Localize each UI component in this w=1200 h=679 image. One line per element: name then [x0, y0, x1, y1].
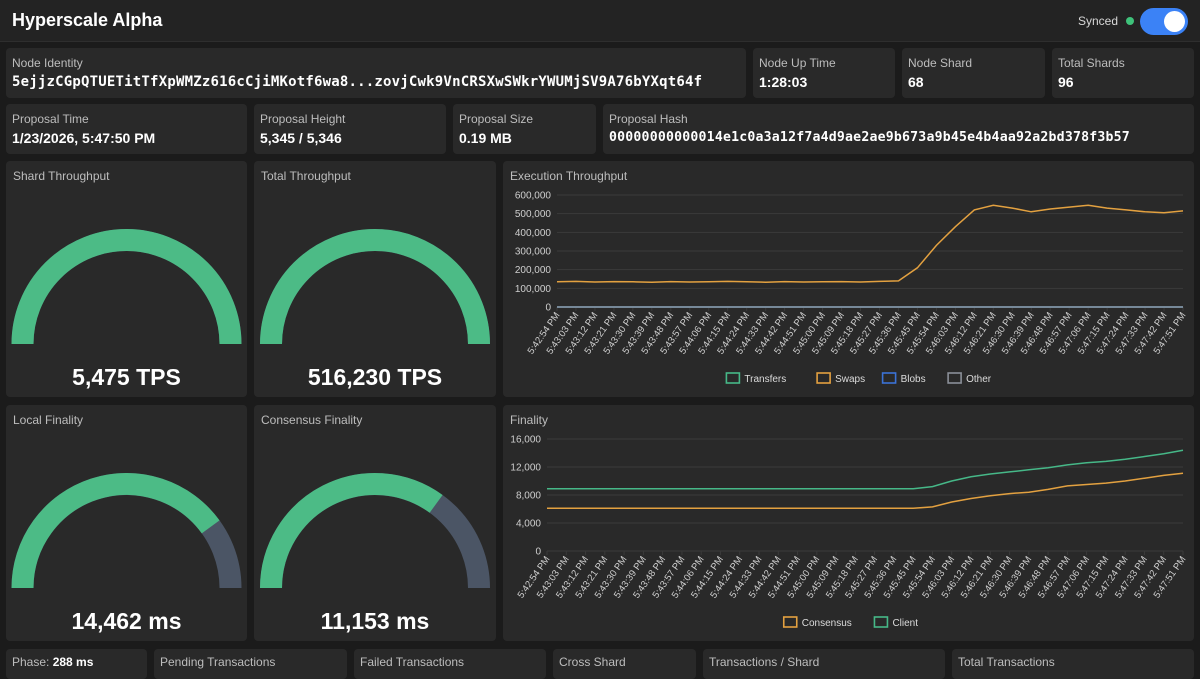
local-finality-gauge — [11, 473, 242, 589]
node-identity-value: 5ejjzCGpQTUETitTfXpWMZz616cCjiMKotf6wa8.… — [12, 74, 703, 90]
legend-label: Transfers — [744, 374, 786, 385]
y-tick-label: 200,000 — [515, 265, 552, 276]
node-shard-value: 68 — [908, 74, 924, 90]
y-tick-label: 0 — [545, 303, 551, 314]
toggle-knob — [1164, 11, 1185, 32]
shard-throughput-value: 5,475 TPS — [72, 364, 181, 390]
y-tick-label: 400,000 — [515, 228, 552, 239]
legend-label: Other — [966, 374, 992, 385]
legend-swatch — [947, 372, 962, 384]
node-identity-card: Node Identity 5ejjzCGpQTUETitTfXpWMZz616… — [6, 48, 746, 98]
total-throughput-panel: Total Throughput 516,230 TPS — [254, 161, 496, 397]
proposal-time-card: Proposal Time 1/23/2026, 5:47:50 PM — [6, 104, 247, 154]
legend-swatch — [725, 372, 741, 384]
proposal-height-label: Proposal Height — [260, 112, 346, 126]
cross-shard-label: Cross Shard — [559, 655, 626, 669]
y-tick-label: 500,000 — [515, 209, 552, 220]
proposal-hash-value: 00000000000014e1c0a3a12f7a4d9ae2ae9b673a… — [609, 130, 1130, 145]
proposal-hash-card: Proposal Hash 00000000000014e1c0a3a12f7a… — [603, 104, 1194, 154]
gauge-fill — [11, 229, 242, 345]
legend-swatch — [782, 616, 798, 628]
y-tick-label: 4,000 — [516, 519, 541, 530]
y-tick-label: 12,000 — [510, 463, 541, 474]
legend-label: Swaps — [835, 374, 865, 385]
proposal-time-label: Proposal Time — [12, 112, 89, 126]
local-finality-panel: Local Finality 14,462 ms — [6, 405, 247, 641]
phase-card: Phase: 288 ms — [6, 649, 147, 679]
legend-label: Blobs — [901, 374, 926, 385]
proposal-time-value: 1/23/2026, 5:47:50 PM — [12, 130, 156, 146]
legend-label: Consensus — [802, 618, 852, 629]
legend-swatch — [816, 372, 831, 384]
total-throughput-value: 516,230 TPS — [307, 364, 443, 390]
pending-transactions-card: Pending Transactions — [154, 649, 347, 679]
consensus-finality-panel: Consensus Finality 11,153 ms — [254, 405, 496, 641]
sync-toggle[interactable] — [1140, 8, 1188, 35]
transactions-per-shard-label: Transactions / Shard — [709, 655, 820, 669]
total-shards-value: 96 — [1058, 74, 1074, 90]
shard-throughput-title: Shard Throughput — [13, 169, 110, 183]
legend-label: Client — [892, 618, 918, 629]
app-title: Hyperscale Alpha — [12, 10, 163, 30]
finality-title: Finality — [510, 413, 549, 427]
total-throughput-title: Total Throughput — [261, 169, 351, 183]
proposal-size-card: Proposal Size 0.19 MB — [453, 104, 596, 154]
shard-throughput-gauge — [11, 229, 242, 345]
node-shard-label: Node Shard — [908, 56, 973, 70]
gauge-fill — [260, 229, 490, 345]
y-tick-label: 8,000 — [516, 491, 541, 502]
y-tick-label: 100,000 — [515, 284, 552, 295]
node-identity-label: Node Identity — [12, 56, 83, 70]
local-finality-value: 14,462 ms — [71, 608, 182, 634]
transactions-per-shard-card: Transactions / Shard — [703, 649, 945, 679]
consensus-finality-title: Consensus Finality — [261, 413, 363, 427]
phase-label-text: Phase: — [12, 655, 50, 669]
proposal-size-value: 0.19 MB — [459, 130, 512, 146]
node-uptime-label: Node Up Time — [759, 56, 836, 70]
consensus-finality-value: 11,153 ms — [320, 608, 430, 634]
total-shards-label: Total Shards — [1058, 56, 1125, 70]
series-line-swaps — [556, 204, 1184, 283]
execution-throughput-chart: 0 100,000 200,000 300,000 400,000 500,000 600,… — [515, 191, 1189, 386]
total-transactions-card: Total Transactions — [952, 649, 1194, 679]
finality-panel: Finality 0 4,000 8,000 12,000 16,000 5:42:54 … — [503, 405, 1194, 641]
proposal-height-card: Proposal Height 5,345 / 5,346 — [254, 104, 446, 154]
consensus-finality-gauge — [260, 473, 490, 589]
local-finality-title: Local Finality — [13, 413, 84, 427]
total-throughput-gauge — [260, 229, 490, 345]
proposal-height-value: 5,345 / 5,346 — [260, 130, 342, 146]
y-tick-label: 0 — [535, 547, 541, 558]
y-tick-label: 300,000 — [515, 247, 552, 258]
total-shards-card: Total Shards 96 — [1052, 48, 1194, 98]
proposal-size-label: Proposal Size — [459, 112, 534, 126]
failed-transactions-label: Failed Transactions — [360, 655, 465, 669]
phase-value: 288 ms — [52, 655, 94, 669]
legend-swatch — [873, 616, 889, 628]
series-line-client — [547, 449, 1184, 490]
total-transactions-label: Total Transactions — [958, 655, 1055, 669]
node-shard-card: Node Shard 68 — [902, 48, 1045, 98]
execution-throughput-panel: Execution Throughput 0 100,000 200,000 300,… — [503, 161, 1194, 397]
gauge-fill — [11, 473, 220, 589]
series-line-consensus — [547, 472, 1184, 510]
legend-swatch — [881, 372, 897, 384]
failed-transactions-card: Failed Transactions — [354, 649, 546, 679]
cross-shard-card: Cross Shard — [553, 649, 696, 679]
shard-throughput-panel: Shard Throughput 5,475 TPS — [6, 161, 247, 397]
sync-status-label: Synced — [1077, 14, 1118, 28]
sync-status-dot — [1126, 17, 1134, 25]
y-tick-label: 16,000 — [510, 435, 541, 446]
node-uptime-value: 1:28:03 — [759, 74, 808, 90]
app-header: Hyperscale Alpha Synced — [0, 0, 1200, 42]
node-uptime-card: Node Up Time 1:28:03 — [753, 48, 895, 98]
pending-transactions-label: Pending Transactions — [160, 655, 276, 669]
proposal-hash-label: Proposal Hash — [609, 112, 688, 126]
y-tick-label: 600,000 — [515, 191, 552, 202]
gauge-fill — [260, 473, 443, 589]
execution-throughput-title: Execution Throughput — [510, 169, 628, 183]
phase-label: Phase: 288 ms — [12, 655, 93, 669]
